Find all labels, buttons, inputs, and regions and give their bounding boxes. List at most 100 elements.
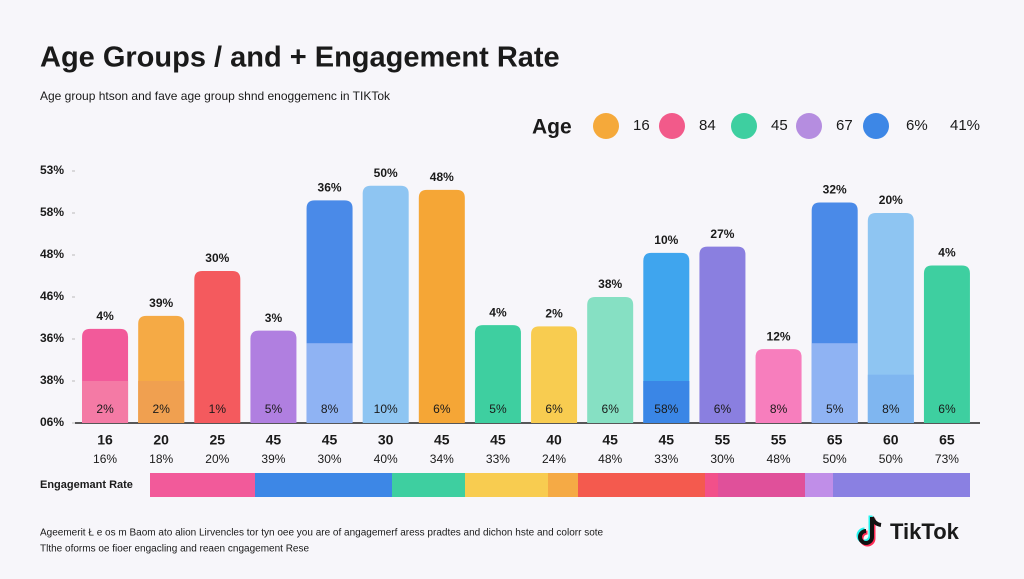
- bar-top-label: 27%: [710, 227, 734, 241]
- strip-segment: [548, 473, 578, 497]
- legend-extra: 41%: [950, 117, 980, 134]
- bar-top-label: 38%: [598, 277, 622, 291]
- subtitle: Age group htson and fave age group shnd …: [40, 89, 391, 103]
- bar-top-label: 48%: [430, 170, 454, 184]
- bar-top-label: 20%: [879, 193, 903, 207]
- strip-segment: [150, 473, 255, 497]
- x-tick-label: 45: [659, 432, 675, 448]
- x-sublabel: 30%: [318, 452, 342, 466]
- x-sublabel: 39%: [261, 452, 285, 466]
- bar: [194, 270, 241, 423]
- bar: [867, 213, 914, 423]
- footnote: Ageemerit Ł e os m Baom ato alion Lirven…: [40, 528, 604, 539]
- bar: [587, 297, 634, 423]
- legend-label: 6%: [906, 117, 928, 134]
- bar-inner-label: 2%: [153, 402, 171, 416]
- bar-inner-label: 5%: [826, 402, 844, 416]
- bar-top-label: 39%: [149, 296, 173, 310]
- bar-top-label: 4%: [96, 309, 114, 323]
- bar: [755, 349, 802, 423]
- x-tick-label: 45: [322, 432, 338, 448]
- legend-swatch: [863, 113, 889, 139]
- strip-segment: [465, 473, 548, 497]
- y-tick-label: 06%: [40, 415, 64, 429]
- y-tick-label: 53%: [40, 163, 64, 177]
- x-sublabel: 16%: [93, 452, 117, 466]
- bar: [643, 252, 690, 423]
- x-tick-label: 55: [715, 432, 731, 448]
- legend-swatch: [731, 113, 757, 139]
- bar-top-label: 32%: [823, 183, 847, 197]
- x-sublabel: 48%: [598, 452, 622, 466]
- x-tick-label: 45: [266, 432, 282, 448]
- x-sublabel: 50%: [879, 452, 903, 466]
- bar-top-label: 36%: [318, 181, 342, 195]
- x-tick-label: 45: [490, 432, 506, 448]
- bar-inner-label: 10%: [374, 402, 398, 416]
- chart-title: Age Groups / and + Engagement Rate: [40, 42, 560, 74]
- strip-segment: [805, 473, 833, 497]
- bar-lower-segment: [867, 374, 914, 423]
- x-tick-label: 65: [939, 432, 955, 448]
- x-sublabel: 73%: [935, 452, 959, 466]
- bar-top-label: 4%: [489, 305, 507, 319]
- x-sublabel: 24%: [542, 452, 566, 466]
- y-tick-label: 46%: [40, 289, 64, 303]
- y-tick-label: 58%: [40, 205, 64, 219]
- bar-top-label: 10%: [654, 233, 678, 247]
- legend-label: 45: [771, 117, 788, 134]
- bar-inner-label: 8%: [321, 402, 339, 416]
- bar-lower-segment: [138, 381, 185, 423]
- bar-inner-label: 8%: [882, 402, 900, 416]
- bar: [474, 325, 521, 423]
- bar-lower-segment: [643, 381, 690, 423]
- strip-segment: [255, 473, 392, 497]
- bar-inner-label: 58%: [654, 402, 678, 416]
- bar-inner-label: 6%: [938, 402, 956, 416]
- bar-top-label: 2%: [545, 307, 563, 321]
- x-sublabel: 33%: [654, 452, 678, 466]
- brand-icon: [856, 515, 882, 547]
- bar: [362, 185, 409, 423]
- x-tick-label: 20: [153, 432, 169, 448]
- bar-lower-segment: [82, 381, 129, 423]
- x-sublabel: 18%: [149, 452, 173, 466]
- bar-inner-label: 8%: [770, 402, 788, 416]
- strip-segment: [705, 473, 718, 497]
- bar-top-label: 4%: [938, 246, 956, 260]
- x-tick-label: 16: [97, 432, 113, 448]
- brand: TikTok: [890, 519, 960, 544]
- y-tick-label: 38%: [40, 373, 64, 387]
- bar-top-label: 50%: [374, 166, 398, 180]
- bar-inner-label: 6%: [714, 402, 732, 416]
- x-sublabel: 34%: [430, 452, 454, 466]
- x-tick-label: 45: [602, 432, 618, 448]
- legend-swatch: [796, 113, 822, 139]
- bar: [250, 330, 297, 423]
- bar-top-label: 12%: [767, 329, 791, 343]
- x-sublabel: 48%: [767, 452, 791, 466]
- x-tick-label: 25: [210, 432, 226, 448]
- bar-lower-segment: [811, 343, 858, 423]
- rate-strip: [150, 473, 970, 497]
- x-tick-label: 45: [434, 432, 450, 448]
- bar-lower-segment: [306, 343, 353, 423]
- footnote: Tlthe oforms oe fioer engacling and reae…: [40, 544, 309, 555]
- bar: [418, 189, 465, 423]
- legend-label: 16: [633, 117, 650, 134]
- strip-segment: [718, 473, 805, 497]
- bar: [923, 265, 970, 423]
- y-tick-label: 36%: [40, 331, 64, 345]
- bar-inner-label: 5%: [489, 402, 507, 416]
- x-sublabel: 30%: [710, 452, 734, 466]
- bar: [531, 326, 578, 423]
- x-tick-label: 30: [378, 432, 394, 448]
- bar-top-label: 3%: [265, 311, 283, 325]
- strip-label: Engagemant Rate: [40, 479, 133, 491]
- x-sublabel: 40%: [374, 452, 398, 466]
- strip-segment: [578, 473, 705, 497]
- x-tick-label: 40: [546, 432, 562, 448]
- bar-inner-label: 6%: [545, 402, 563, 416]
- y-tick-label: 48%: [40, 247, 64, 261]
